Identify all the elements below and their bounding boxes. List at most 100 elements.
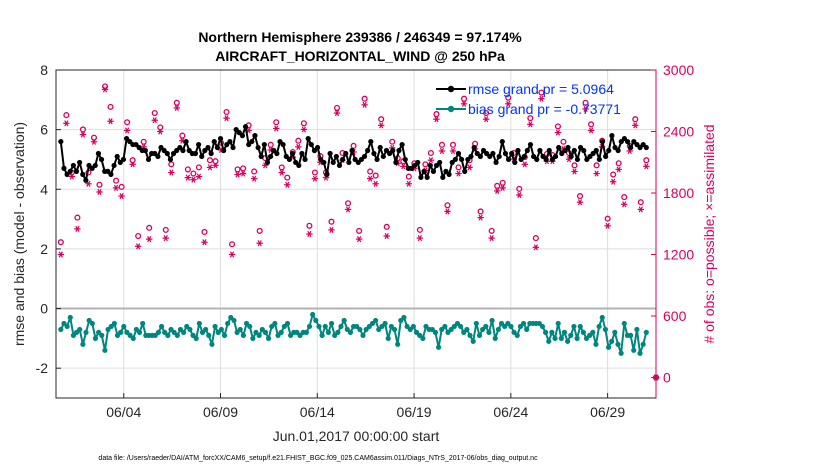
bias-point	[240, 332, 247, 338]
rmse-point	[255, 144, 261, 151]
assimilated-obs-point	[477, 214, 484, 221]
rmse-point	[108, 171, 114, 177]
bias-point	[121, 323, 127, 330]
bias-point	[514, 332, 520, 338]
assimilated-obs-point	[300, 126, 308, 133]
bias-point	[602, 326, 609, 333]
bias-point	[612, 329, 618, 335]
bias-point	[520, 320, 527, 327]
bias-point	[218, 326, 224, 333]
rmse-point	[92, 162, 98, 169]
possible-obs-point	[416, 226, 423, 233]
rmse-point	[314, 144, 321, 151]
bias-point	[395, 341, 401, 347]
rmse-point	[77, 159, 83, 166]
bias-point	[155, 329, 162, 335]
rmse-point	[258, 153, 264, 160]
rmse-point	[333, 153, 339, 160]
y-right-tick-label: 1200	[663, 247, 694, 263]
possible-obs-point	[234, 166, 241, 173]
possible-obs-point	[505, 94, 512, 101]
possible-obs-point	[140, 138, 147, 145]
bias-point	[565, 338, 571, 344]
rmse-point	[343, 150, 349, 157]
assimilated-obs-point	[355, 236, 363, 243]
possible-obs-point	[146, 224, 153, 231]
bias-point	[67, 314, 73, 321]
assimilated-obs-point	[637, 206, 644, 213]
possible-obs-point	[477, 208, 484, 215]
bias-point	[442, 323, 448, 330]
rmse-point	[512, 159, 518, 166]
assimilated-obs-point	[234, 171, 241, 178]
bias-point	[401, 314, 407, 321]
bias-point	[341, 317, 347, 324]
assimilated-obs-point	[250, 175, 258, 182]
assimilated-obs-point	[273, 125, 280, 132]
possible-obs-point	[449, 141, 457, 148]
possible-obs-point	[593, 162, 600, 169]
possible-obs-point	[405, 173, 412, 180]
rmse-point	[543, 156, 549, 163]
rmse-point	[164, 150, 170, 157]
rmse-point	[155, 153, 161, 160]
possible-obs-point	[157, 124, 164, 131]
possible-obs-point	[195, 164, 202, 171]
rmse-point	[534, 156, 540, 163]
possible-obs-point	[223, 108, 230, 116]
bias-point	[596, 323, 602, 330]
y-right-tick-label: 600	[663, 308, 687, 324]
rmse-point	[402, 156, 408, 163]
y-right-tick-label: 1800	[663, 185, 694, 201]
bias-point	[640, 341, 646, 347]
rmse-point	[440, 174, 446, 180]
assimilated-obs-point	[482, 116, 490, 123]
possible-obs-point	[311, 169, 318, 176]
possible-obs-point	[527, 115, 534, 122]
possible-obs-point	[588, 121, 595, 128]
bias-point	[609, 338, 615, 344]
bias-point	[476, 332, 483, 338]
bias-point	[165, 332, 171, 338]
bias-point	[420, 335, 426, 341]
bias-point	[546, 338, 552, 344]
assimilated-obs-point	[157, 128, 164, 135]
assimilated-obs-point	[195, 173, 203, 180]
assimilated-obs-point	[101, 86, 109, 93]
rmse-point	[67, 168, 73, 174]
assimilated-obs-point	[366, 175, 374, 182]
bias-point	[328, 320, 335, 327]
bias-point	[593, 341, 599, 347]
possible-obs-point	[632, 116, 639, 123]
rmse-point	[221, 147, 227, 154]
rmse-point	[628, 144, 634, 151]
possible-obs-point	[538, 89, 545, 96]
rmse-point	[396, 147, 402, 154]
rmse-point	[499, 138, 505, 145]
rmse-point	[415, 159, 421, 166]
possible-obs-point	[455, 164, 462, 171]
assimilated-obs-point	[173, 104, 181, 112]
assimilated-obs-point	[416, 235, 424, 242]
bias-point	[489, 317, 495, 324]
rmse-point	[70, 162, 76, 169]
assimilated-obs-point	[532, 244, 540, 251]
rmse-point	[571, 147, 577, 154]
assimilated-obs-point	[400, 163, 407, 170]
rmse-point	[264, 159, 271, 166]
rmse-point	[552, 153, 559, 160]
rmse-point	[242, 124, 249, 130]
chart-title-line1: Northern Hemisphere 239386 / 246349 = 97…	[198, 29, 522, 45]
possible-obs-point	[433, 111, 440, 118]
assimilated-obs-point	[63, 120, 70, 127]
assimilated-obs-point	[256, 240, 263, 247]
possible-obs-point	[571, 162, 578, 169]
rmse-point	[606, 147, 612, 154]
possible-obs-point	[57, 239, 64, 246]
bias-point	[385, 335, 391, 341]
rmse-point	[214, 144, 220, 151]
y-left-tick-label: -2	[36, 360, 49, 376]
rmse-point	[340, 156, 346, 163]
rmse-point	[418, 174, 424, 180]
